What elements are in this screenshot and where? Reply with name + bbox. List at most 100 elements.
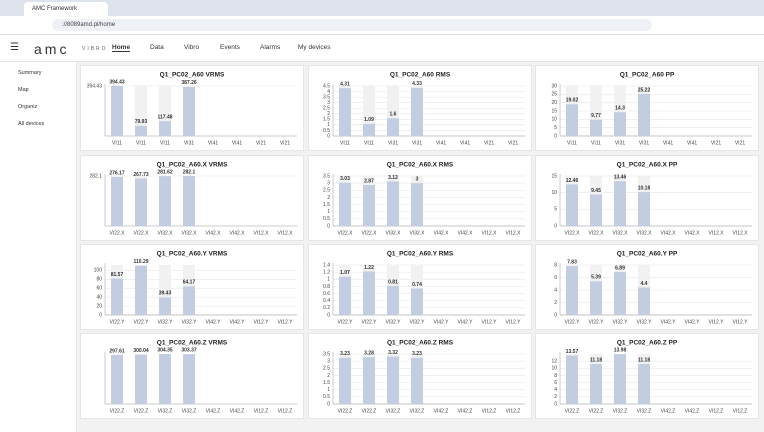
menu-icon[interactable]: ☰ <box>10 42 19 53</box>
x-tick-label: VI12.Z <box>733 408 748 414</box>
x-tick-label: VI42.X <box>684 230 700 236</box>
bar <box>566 355 578 404</box>
x-tick-label: VI22.Y <box>588 319 604 325</box>
nav-item[interactable]: Data <box>150 44 164 51</box>
bar <box>387 356 399 404</box>
x-tick-label: VI41 <box>232 140 243 146</box>
logo-sub: VIBRO <box>82 46 108 52</box>
x-tick-label: VI42.Z <box>206 408 221 414</box>
bar <box>111 177 123 226</box>
y-tick-label: 0.5 <box>323 128 330 134</box>
bar <box>159 121 171 136</box>
chart-title: Q1_PC02_A60 PP <box>620 72 675 79</box>
value-label: 4.4 <box>641 281 648 287</box>
x-tick-label: VI32.X <box>181 230 197 236</box>
y-tick-label: 2 <box>554 300 557 306</box>
x-tick-label: VI21 <box>508 140 519 146</box>
y-tick-label: 0.5 <box>323 216 330 222</box>
chart-title: Q1_PC02_A60 RMS <box>390 72 451 79</box>
y-tick-label: 2 <box>327 111 330 117</box>
y-tick-label: 2.5 <box>323 106 330 112</box>
sidebar-item[interactable]: Organiz <box>18 104 38 110</box>
chart-title: Q1_PC02_A60 VRMS <box>160 72 225 79</box>
chart-title: Q1_PC02_A60.Z PP <box>617 340 678 347</box>
x-tick-label: VI32.X <box>612 230 628 236</box>
nav-item[interactable]: My devices <box>298 44 331 51</box>
value-label: 3.12 <box>388 175 398 181</box>
x-tick-label: VI12.X <box>277 230 293 236</box>
y-tick-label: 10 <box>551 117 557 123</box>
x-tick-label: VI11 <box>364 140 374 146</box>
value-label: 3.23 <box>412 351 422 357</box>
nav-item[interactable]: Vibro <box>184 44 200 51</box>
value-label: 13.57 <box>566 349 579 355</box>
x-tick-label: VI42.X <box>660 230 676 236</box>
sidebar-item[interactable]: Map <box>18 87 29 93</box>
value-label: 276.17 <box>109 170 125 176</box>
chart: Q1_PC02_A60.Y PP 0 2 4 6 8 VI22.Y 7.83 VI22.Y 5.3… <box>554 251 752 325</box>
sidebar-item[interactable]: All devices <box>18 121 45 127</box>
x-tick-label: VI42.Y <box>457 319 473 325</box>
app-header: ☰ amc VIBRO Home Data Vibro Events Alarms My … <box>0 35 764 62</box>
bar <box>183 354 195 404</box>
nav-item[interactable]: Alarms <box>260 44 281 51</box>
y-tick-label: 1 <box>327 277 330 283</box>
bar <box>135 265 147 315</box>
x-tick-label: VI21 <box>484 140 495 146</box>
x-tick-label: VI42.Y <box>660 319 676 325</box>
x-tick-label: VI42.Z <box>230 408 245 414</box>
y-tick-label: 0.4 <box>323 298 330 304</box>
value-label: 1.22 <box>364 265 374 271</box>
bar <box>614 354 626 404</box>
x-tick-label: VI22.X <box>564 230 580 236</box>
x-tick-label: VI22.X <box>133 230 149 236</box>
bar <box>411 183 423 226</box>
chart: Q1_PC02_A60.X PP 0 5 10 15 VI22.X 12.46 VI22.X 9… <box>551 162 752 236</box>
y-tick-label: 100 <box>94 268 103 274</box>
chart-panel: Q1_PC02_A60.Z RMS 0 0.5 1 1.5 2 2.5 3 3.5 VI22.Z 3… <box>308 333 532 419</box>
bar <box>159 354 171 404</box>
x-tick-label: VI22.Y <box>337 319 353 325</box>
x-tick-label: VI42.Y <box>205 319 221 325</box>
x-tick-label: VI12.X <box>481 230 497 236</box>
chart-title: Q1_PC02_A60.Y VRMS <box>157 251 228 258</box>
chart-panel: Q1_PC02_A60 VRMS 394.43 VI11 394.43 VI11 79.9… <box>80 65 304 151</box>
x-tick-label: VI42.X <box>229 230 245 236</box>
y-tick-label: 4 <box>554 387 557 393</box>
x-tick-label: VI32.Y <box>181 319 197 325</box>
value-label: 2.87 <box>364 178 374 184</box>
url-field[interactable]: ://8089amd.pl/home <box>52 19 652 31</box>
value-label: 304.35 <box>157 347 173 353</box>
x-tick-label: VI41 <box>436 140 447 146</box>
y-tick-label: 2.5 <box>323 366 330 372</box>
y-tick-label: 0 <box>327 312 330 318</box>
value-label: 13.46 <box>614 174 627 180</box>
bar <box>387 286 399 315</box>
x-tick-label: VI12.Y <box>732 319 748 325</box>
chart: Q1_PC02_A60 RMS 00.511.522.533.544.5 VI11 4… <box>323 72 525 146</box>
x-tick-label: VI42.Z <box>434 408 449 414</box>
x-tick-label: VI12.Z <box>482 408 497 414</box>
x-tick-label: VI31 <box>388 140 399 146</box>
y-tick-label: 30 <box>551 83 557 89</box>
value-label: 117.48 <box>157 114 172 120</box>
y-tick-label: 20 <box>551 100 557 106</box>
value-label: 3.32 <box>388 350 398 356</box>
x-tick-label: VI11 <box>591 140 601 146</box>
y-tick-label: 4 <box>554 287 557 293</box>
browser-tab[interactable]: AMC Framework <box>24 2 108 16</box>
value-label: 267.73 <box>133 172 149 178</box>
nav-item[interactable]: Home <box>112 44 131 52</box>
chart-title: Q1_PC02_A60.Y PP <box>617 251 678 258</box>
chart-title: Q1_PC02_A60.X RMS <box>387 162 454 169</box>
y-tick-label: 282.1 <box>89 173 102 179</box>
chart-panel: Q1_PC02_A60 RMS 0 0.5 1 1.5 2 2.5 3 3.5 4 4.5 VI11 4… <box>308 65 532 151</box>
nav-item[interactable]: Events <box>220 44 240 51</box>
sidebar-item[interactable]: Summary <box>18 70 42 76</box>
y-tick-label: 1 <box>327 209 330 215</box>
x-tick-label: VI42.Z <box>458 408 473 414</box>
x-tick-label: VI32.Z <box>613 408 628 414</box>
bar <box>339 276 351 315</box>
bar <box>339 182 351 226</box>
y-tick-label: 6 <box>554 380 557 386</box>
